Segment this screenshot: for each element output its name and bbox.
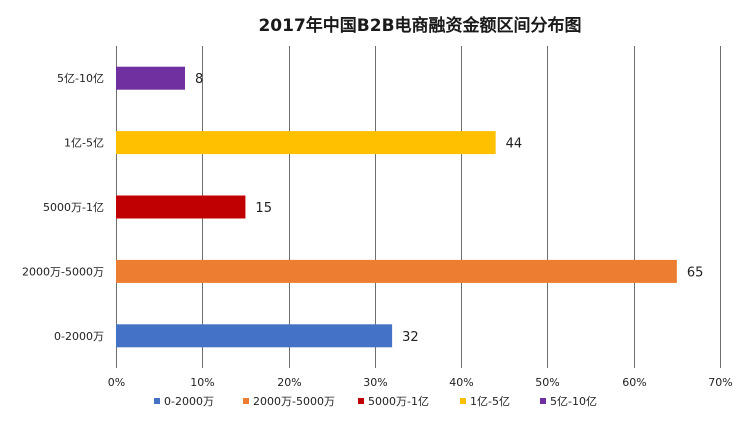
legend-entry: 0-2000万 <box>164 395 214 408</box>
x-tick-label: 0% <box>108 376 125 389</box>
x-tick-label: 30% <box>363 376 387 389</box>
bar <box>116 195 246 219</box>
category-label: 5亿-10亿 <box>57 72 104 85</box>
x-tick-label: 60% <box>622 376 646 389</box>
x-tick-label: 10% <box>190 376 214 389</box>
legend-entry: 1亿-5亿 <box>470 395 510 408</box>
x-tick-labels: 0% 10% 20% 30% 40% 50% 60% 70% <box>108 376 733 389</box>
legend: 0-2000万 2000万-5000万 5000万-1亿 1亿-5亿 5亿-10亿 <box>154 395 597 408</box>
category-label: 2000万-5000万 <box>22 265 104 278</box>
x-tick-label: 40% <box>449 376 473 389</box>
legend-swatch <box>154 398 160 404</box>
data-label: 32 <box>402 330 419 345</box>
data-label: 8 <box>195 72 203 87</box>
category-label: 1亿-5亿 <box>64 137 104 150</box>
x-tick-label: 70% <box>708 376 732 389</box>
bar <box>116 324 393 348</box>
data-labels: 32 65 15 44 8 <box>195 72 703 345</box>
legend-swatch <box>358 398 364 404</box>
legend-swatch <box>243 398 249 404</box>
category-labels: 0-2000万 2000万-5000万 5000万-1亿 1亿-5亿 5亿-10亿 <box>22 72 104 343</box>
chart-title: 2017年中国B2B电商融资金额区间分布图 <box>258 15 581 36</box>
data-label: 44 <box>506 137 523 152</box>
bar <box>116 131 496 155</box>
x-tick-label: 20% <box>277 376 301 389</box>
data-label: 65 <box>687 265 704 280</box>
data-label: 15 <box>255 201 272 216</box>
bar <box>116 66 186 90</box>
category-label: 5000万-1亿 <box>43 201 104 214</box>
legend-swatch <box>460 398 466 404</box>
category-label: 0-2000万 <box>54 330 104 343</box>
legend-swatch <box>540 398 546 404</box>
bar <box>116 259 677 283</box>
grid-lines <box>116 46 721 368</box>
x-tick-label: 50% <box>535 376 559 389</box>
legend-entry: 5000万-1亿 <box>368 395 429 408</box>
legend-entry: 5亿-10亿 <box>550 395 597 408</box>
bars <box>116 66 677 348</box>
legend-entry: 2000万-5000万 <box>253 395 335 408</box>
